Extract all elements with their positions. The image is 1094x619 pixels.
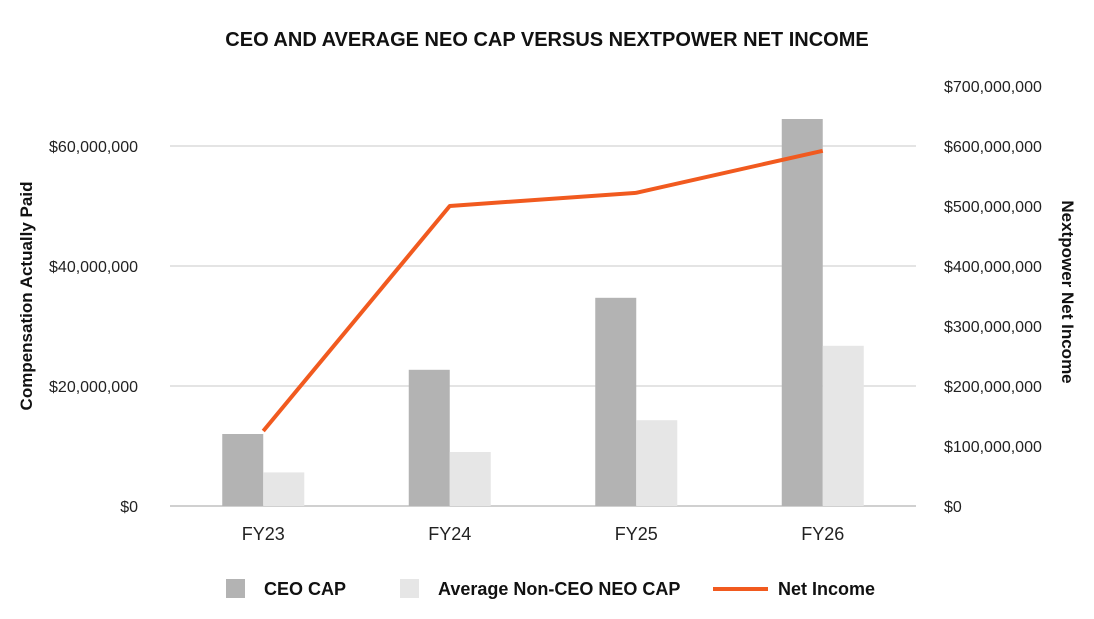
x-tick-label: FY25 (615, 524, 658, 544)
neo-cap-bar (449, 452, 491, 506)
legend-swatch (226, 579, 245, 598)
ceo-cap-bar (222, 434, 264, 506)
right-axis-title: Nextpower Net Income (1058, 200, 1077, 383)
net-income-line-group (261, 148, 824, 433)
right-tick-label: $100,000,000 (944, 439, 1042, 456)
x-tick-label: FY24 (428, 524, 471, 544)
right-tick-label: $700,000,000 (944, 79, 1042, 96)
bars (222, 119, 864, 506)
x-tick-label: FY23 (242, 524, 285, 544)
neo-cap-bar (263, 472, 305, 506)
neo-cap-bar (822, 345, 864, 506)
legend-swatch (400, 579, 419, 598)
legend-label: Average Non-CEO NEO CAP (438, 579, 680, 599)
x-axis-ticks: FY23 FY24 FY25 FY26 (242, 524, 845, 544)
legend-net-income: Net Income (713, 579, 875, 599)
x-tick-label: FY26 (801, 524, 844, 544)
neo-cap-bar (636, 420, 678, 506)
right-tick-label: $400,000,000 (944, 259, 1042, 276)
right-axis-ticks: $0 $100,000,000 $200,000,000 $300,000,000 $4… (944, 79, 1042, 516)
legend-label: Net Income (778, 579, 875, 599)
right-tick-label: $500,000,000 (944, 199, 1042, 216)
legend-label: CEO CAP (264, 579, 346, 599)
left-tick-label: $60,000,000 (49, 139, 138, 156)
right-tick-label: $600,000,000 (944, 139, 1042, 156)
chart-title: CEO AND AVERAGE NEO CAP VERSUS NEXTPOWER… (225, 29, 868, 51)
right-tick-label: $0 (944, 499, 962, 516)
right-tick-label: $200,000,000 (944, 379, 1042, 396)
legend: CEO CAP Average Non-CEO NEO CAP Net Income (226, 579, 875, 599)
legend-neo-cap: Average Non-CEO NEO CAP (400, 579, 680, 599)
ceo-cap-bar (408, 369, 450, 506)
ceo-cap-bar (595, 297, 637, 506)
ceo-cap-bar (781, 119, 823, 506)
right-tick-label: $300,000,000 (944, 319, 1042, 336)
left-tick-label: $40,000,000 (49, 259, 138, 276)
left-tick-label: $20,000,000 (49, 379, 138, 396)
left-axis-title: Compensation Actually Paid (17, 182, 36, 411)
left-tick-label: $0 (120, 499, 138, 516)
net-income-line (261, 148, 824, 433)
legend-ceo-cap: CEO CAP (226, 579, 346, 599)
left-axis-ticks: $0 $20,000,000 $40,000,000 $60,000,000 (49, 139, 138, 516)
